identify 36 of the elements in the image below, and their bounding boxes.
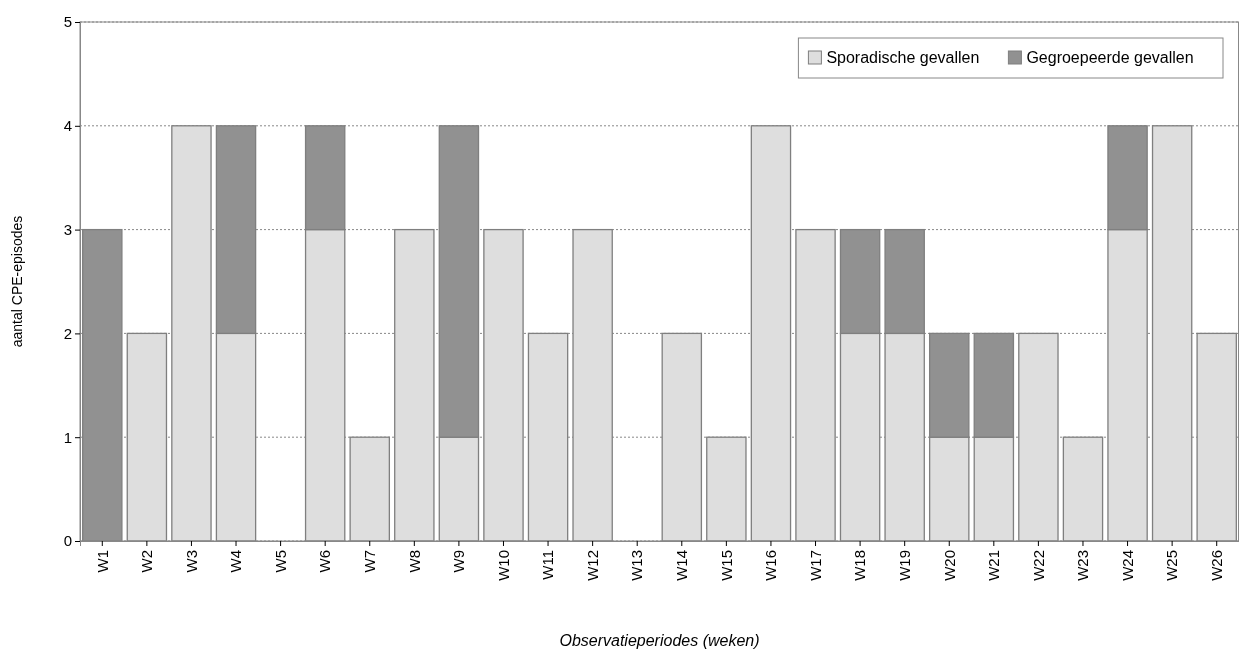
x-tick-label: W7 bbox=[361, 550, 378, 573]
x-tick-label: W6 bbox=[316, 550, 334, 573]
x-tick-label: W13 bbox=[628, 550, 646, 581]
x-tick-label: W22 bbox=[1029, 550, 1047, 581]
x-tick-label: W23 bbox=[1074, 550, 1092, 581]
x-tick-label: W1 bbox=[93, 550, 111, 573]
y-tick-label: 5 bbox=[63, 13, 72, 31]
legend-label: Gegroepeerde gevallen bbox=[1026, 49, 1194, 66]
y-tick-label: 4 bbox=[63, 117, 72, 135]
x-tick-label: W24 bbox=[1118, 550, 1136, 581]
y-tick-label: 2 bbox=[63, 324, 72, 342]
y-tick-label: 3 bbox=[63, 220, 72, 238]
x-tick-label: W11 bbox=[539, 550, 557, 580]
x-tick-label: W18 bbox=[851, 550, 869, 581]
x-tick-label: W19 bbox=[895, 550, 913, 581]
x-axis-title: Observatieperiodes (weken) bbox=[559, 632, 760, 649]
x-tick-label: W9 bbox=[450, 550, 468, 573]
x-tick-label: W21 bbox=[985, 550, 1003, 581]
y-axis-title: aantal CPE-episodes bbox=[9, 215, 25, 348]
y-tick-label: 1 bbox=[63, 428, 72, 446]
x-tick-label: W12 bbox=[583, 550, 601, 581]
x-tick-label: W4 bbox=[227, 550, 245, 573]
x-tick-label: W3 bbox=[182, 550, 200, 573]
x-tick-label: W14 bbox=[673, 550, 691, 581]
x-tick-label: W20 bbox=[940, 550, 958, 581]
x-tick-label: W8 bbox=[405, 550, 423, 573]
x-tick-label: W2 bbox=[138, 550, 156, 573]
x-tick-label: W26 bbox=[1207, 550, 1225, 581]
y-tick-label: 0 bbox=[63, 532, 72, 550]
x-tick-label: W15 bbox=[717, 550, 735, 581]
x-tick-label: W17 bbox=[806, 550, 824, 581]
x-tick-label: W25 bbox=[1163, 550, 1181, 581]
x-tick-label: W16 bbox=[762, 550, 780, 581]
legend-label: Sporadische gevallen bbox=[826, 49, 980, 66]
x-tick-label: W10 bbox=[494, 550, 512, 581]
x-tick-label: W5 bbox=[271, 550, 289, 573]
